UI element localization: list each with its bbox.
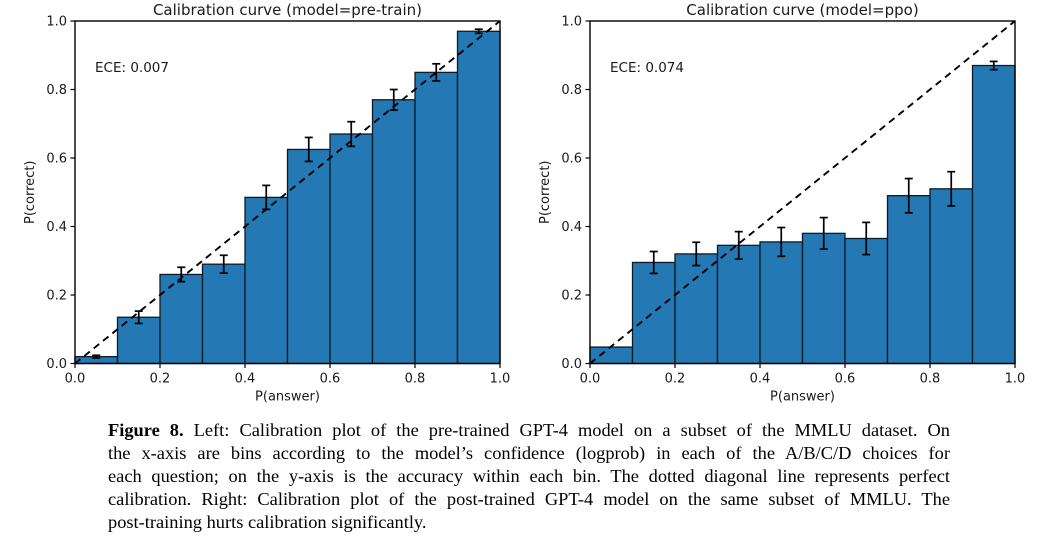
calibration-chart-pretrain: 0.0 0.2 0.4 0.6 0.8 1.0 0.0 0.2 0.4 0.6 0.8 1.0 Cali… bbox=[23, 1, 511, 405]
caption-line: the x-axis are bins according to the mod… bbox=[108, 443, 950, 463]
calibration-chart-ppo: 0.0 0.2 0.4 0.6 0.8 1.0 0.0 0.2 0.4 0.6 0.8 1.0 Cali… bbox=[538, 1, 1026, 405]
histogram-bar bbox=[844, 237, 889, 365]
y-tick-label: 1.0 bbox=[46, 15, 67, 30]
x-tick-label: 0.8 bbox=[405, 372, 426, 387]
plot-frame bbox=[589, 20, 1016, 365]
y-tick-label: 0.6 bbox=[561, 152, 582, 167]
y-tick-label: 0.8 bbox=[46, 83, 67, 98]
histogram-bar bbox=[759, 241, 804, 365]
histogram-bar bbox=[716, 244, 761, 365]
histogram-bar bbox=[244, 196, 289, 365]
ece-annotation: ECE: 0.074 bbox=[610, 60, 684, 76]
histogram-bar bbox=[371, 99, 416, 365]
histogram-bar bbox=[929, 188, 974, 365]
y-tick-label: 0.0 bbox=[46, 357, 67, 372]
histogram-bar bbox=[971, 64, 1016, 365]
x-tick-label: 0.2 bbox=[665, 372, 686, 387]
x-tick-label: 1.0 bbox=[490, 372, 511, 387]
y-tick-label: 1.0 bbox=[561, 15, 582, 30]
histogram-bar bbox=[589, 346, 634, 365]
x-tick-label: 0.4 bbox=[235, 372, 256, 387]
y-axis-label: P(correct) bbox=[23, 160, 38, 224]
x-tick-label: 0.6 bbox=[320, 372, 341, 387]
y-tick-label: 0.2 bbox=[46, 289, 67, 304]
histogram-bar bbox=[801, 232, 846, 365]
histogram-bar bbox=[456, 30, 501, 365]
caption-line: calibration. Right: Calibration plot of … bbox=[108, 489, 950, 509]
caption-line: each question; on the y-axis is the accu… bbox=[108, 466, 950, 486]
perfect-calibration-line bbox=[74, 20, 501, 365]
ece-annotation: ECE: 0.007 bbox=[95, 60, 169, 76]
histogram-bar bbox=[886, 195, 931, 365]
y-tick-label: 0.6 bbox=[46, 152, 67, 167]
histogram-bar bbox=[674, 253, 719, 365]
plot-frame bbox=[74, 20, 501, 365]
chart-title: Calibration curve (model=pre-train) bbox=[153, 1, 422, 19]
x-tick-label: 0.0 bbox=[580, 372, 601, 387]
y-tick-label: 0.2 bbox=[561, 289, 582, 304]
caption-line: post-training hurts calibration signific… bbox=[108, 512, 427, 532]
y-tick-label: 0.8 bbox=[561, 83, 582, 98]
histogram-bar bbox=[159, 273, 204, 365]
caption-line: Figure 8. Left: Calibration plot of the … bbox=[108, 419, 950, 442]
caption-text: Left: Calibration plot of the pre-traine… bbox=[183, 420, 950, 440]
histogram-bar bbox=[201, 263, 246, 365]
x-axis-label: P(answer) bbox=[770, 390, 835, 405]
histogram-bar bbox=[329, 133, 374, 365]
x-tick-label: 0.2 bbox=[150, 372, 171, 387]
x-axis-label: P(answer) bbox=[255, 390, 320, 405]
y-tick-label: 0.4 bbox=[46, 220, 67, 235]
histogram-bar bbox=[286, 148, 331, 365]
perfect-calibration-line bbox=[589, 20, 1016, 365]
y-axis-label: P(correct) bbox=[538, 160, 553, 224]
x-tick-label: 0.0 bbox=[65, 372, 86, 387]
figure-caption: Figure 8. Left: Calibration plot of the … bbox=[108, 419, 950, 534]
figure-label: Figure 8. bbox=[108, 420, 184, 440]
y-tick-label: 0.0 bbox=[561, 357, 582, 372]
chart-title: Calibration curve (model=ppo) bbox=[686, 1, 918, 19]
x-tick-label: 0.6 bbox=[835, 372, 856, 387]
histogram-bar bbox=[414, 71, 459, 365]
x-tick-label: 1.0 bbox=[1005, 372, 1026, 387]
y-tick-label: 0.4 bbox=[561, 220, 582, 235]
x-tick-label: 0.8 bbox=[920, 372, 941, 387]
x-tick-label: 0.4 bbox=[750, 372, 771, 387]
histogram-bar bbox=[631, 261, 676, 365]
